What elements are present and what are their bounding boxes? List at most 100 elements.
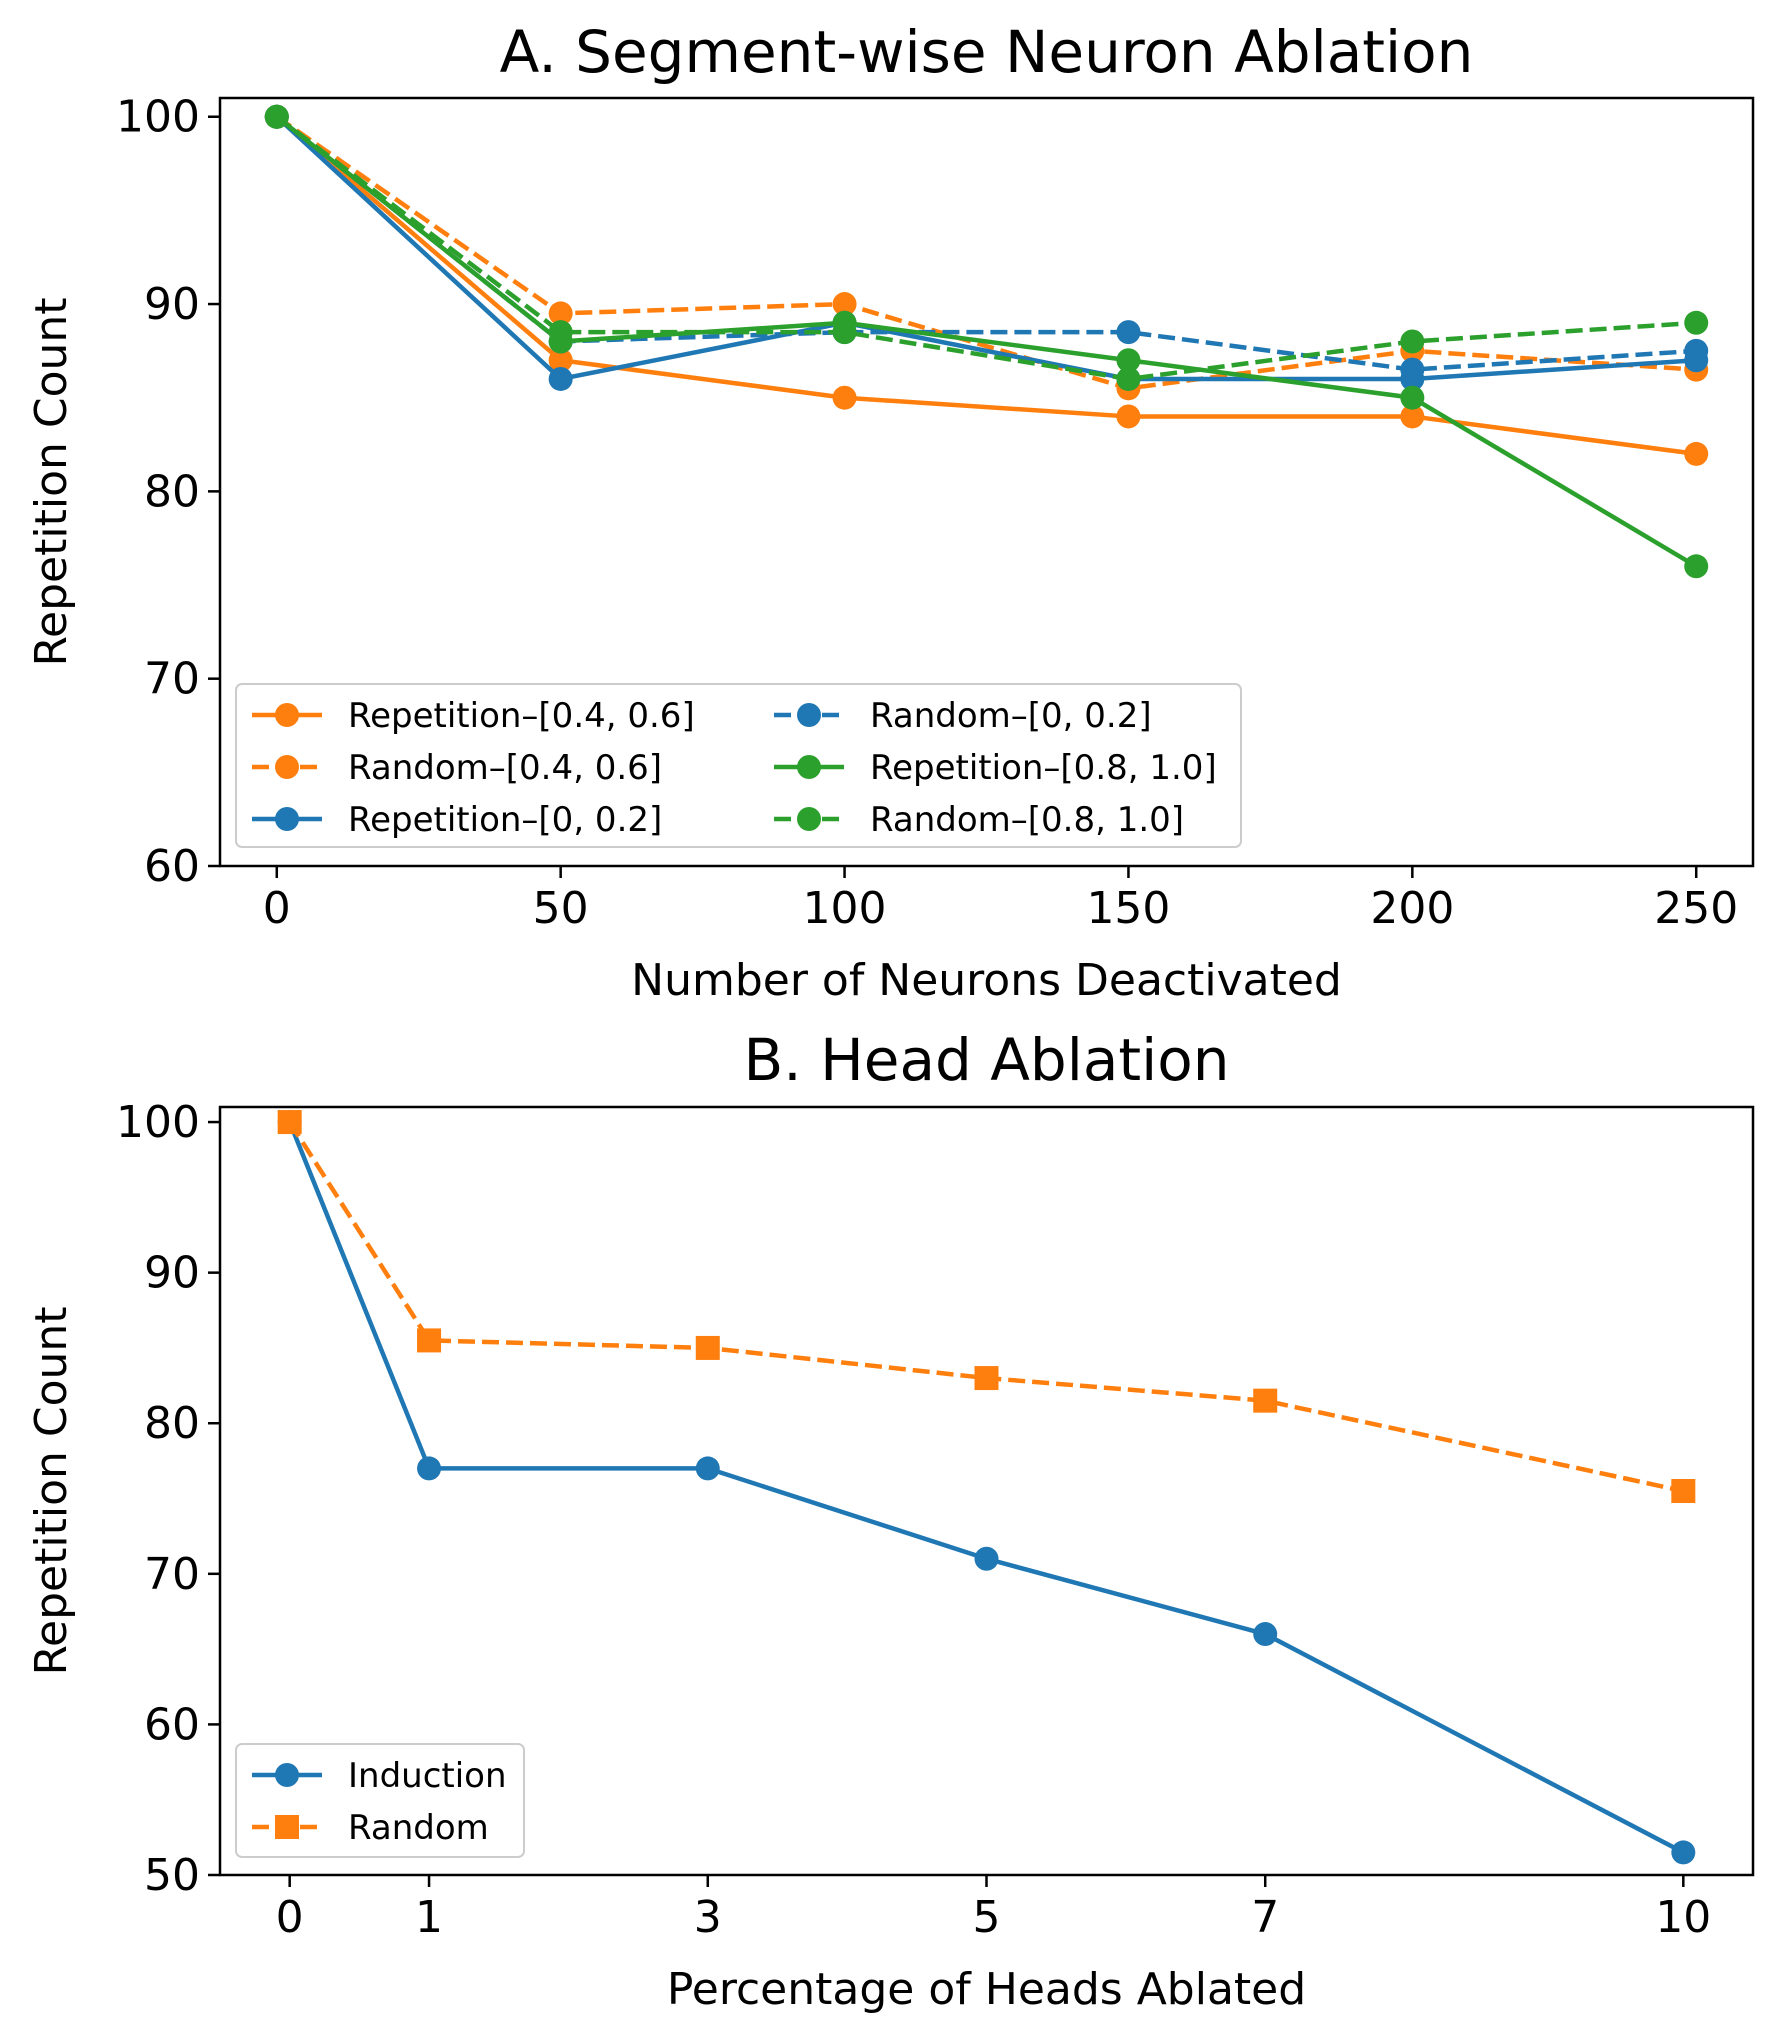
x-tick-label: 1 — [415, 1892, 443, 1943]
x-tick-label: 50 — [533, 883, 589, 934]
chart-panel-a: A. Segment-wise Neuron Ablation 0 50 100 150… — [26, 18, 1755, 1006]
data-point — [264, 104, 289, 129]
x-tick-label: 10 — [1655, 1892, 1711, 1943]
x-axis-label: Percentage of Heads Ablated — [667, 1964, 1306, 2015]
legend-label: Random–[0.4, 0.6] — [348, 748, 662, 788]
x-tick-label: 250 — [1654, 883, 1738, 934]
legend-item: Repetition–[0, 0.2] — [252, 800, 662, 840]
data-point — [1684, 338, 1709, 363]
data-point — [548, 320, 573, 345]
plot-frame — [218, 96, 1755, 868]
legend-marker — [275, 1815, 299, 1839]
data-point — [548, 348, 573, 373]
legend-box — [235, 683, 1242, 848]
legend-marker — [275, 1763, 299, 1787]
legend-marker — [275, 755, 299, 779]
plot-frame — [218, 1105, 1755, 1877]
series-line — [275, 114, 1697, 372]
data-point — [1116, 348, 1141, 373]
legend-item: Random — [252, 1808, 489, 1848]
y-tick-label: 100 — [116, 1097, 200, 1148]
y-tick-label: 100 — [116, 92, 200, 143]
data-point — [1400, 385, 1425, 410]
series-line — [275, 114, 1697, 391]
legend-marker — [275, 807, 299, 831]
legend-item: Random–[0, 0.2] — [774, 696, 1152, 736]
data-point — [1671, 1840, 1696, 1865]
y-tick-label: 80 — [144, 1398, 200, 1449]
data-point — [832, 320, 857, 345]
y-axis-label: Repetition Count — [26, 297, 77, 666]
legend-label: Random — [348, 1808, 489, 1848]
data-point — [1253, 1388, 1278, 1413]
chart-panel-b: B. Head Ablation 0 1 3 5 7 10 50 60 70 80 90 100 Perc… — [26, 1026, 1755, 2015]
y-tick-label: 60 — [144, 841, 200, 892]
data-point — [1400, 404, 1425, 429]
y-tick-label: 70 — [144, 1549, 200, 1600]
data-point — [1684, 554, 1709, 579]
legend-label: Repetition–[0.4, 0.6] — [348, 696, 695, 736]
x-tick-label: 3 — [694, 1892, 722, 1943]
legend-item: Random–[0.4, 0.6] — [252, 748, 662, 788]
chart-title: A. Segment-wise Neuron Ablation — [500, 18, 1474, 86]
series-line — [287, 1121, 1685, 1855]
x-tick-label: 0 — [263, 883, 291, 934]
series-line — [287, 1120, 1684, 1494]
data-point — [1671, 1479, 1696, 1503]
data-point — [1684, 441, 1709, 466]
data-point — [548, 366, 573, 391]
x-tick-label: 100 — [803, 883, 887, 934]
data-point — [1684, 310, 1709, 335]
data-point — [548, 301, 573, 326]
y-tick-label: 80 — [144, 466, 200, 517]
y-tick-label: 90 — [144, 279, 200, 330]
legend: Repetition–[0.4, 0.6] Random–[0.4, 0.6] Re… — [235, 683, 1242, 848]
data-point — [832, 292, 857, 317]
legend-label: Repetition–[0.8, 1.0] — [870, 748, 1217, 788]
legend-item: Repetition–[0.4, 0.6] — [252, 696, 695, 736]
legend-item: Random–[0.8, 1.0] — [774, 800, 1184, 840]
legend-marker — [797, 755, 821, 779]
series-5 — [264, 104, 1709, 391]
legend-label: Random–[0, 0.2] — [870, 696, 1152, 736]
x-axis-label: Number of Neurons Deactivated — [631, 955, 1342, 1006]
series-0 — [264, 104, 1709, 466]
data-point — [417, 1456, 442, 1481]
y-tick-label: 60 — [144, 1699, 200, 1750]
data-point — [974, 1366, 999, 1391]
series-line — [275, 115, 1697, 382]
chart-title: B. Head Ablation — [743, 1026, 1229, 1094]
legend-label: Repetition–[0, 0.2] — [348, 800, 662, 840]
legend-label: Induction — [348, 1756, 507, 1796]
data-point — [1253, 1622, 1278, 1647]
series-line — [275, 114, 1698, 569]
data-point — [974, 1546, 999, 1571]
legend-marker — [797, 807, 821, 831]
x-tick-label: 0 — [276, 1892, 304, 1943]
x-tick-label: 150 — [1086, 883, 1170, 934]
y-axis-label: Repetition Count — [26, 1306, 77, 1675]
x-tick-label: 5 — [973, 1892, 1001, 1943]
data-point — [417, 1328, 442, 1353]
x-tick-label: 7 — [1251, 1892, 1279, 1943]
series-4 — [264, 104, 1709, 579]
legend-marker — [275, 703, 299, 727]
legend-item: Induction — [252, 1756, 507, 1796]
legend-label: Random–[0.8, 1.0] — [870, 800, 1184, 840]
data-point — [695, 1456, 720, 1481]
y-tick-label: 70 — [144, 654, 200, 705]
data-point — [1116, 320, 1141, 345]
data-point — [832, 385, 857, 410]
x-tick-label: 200 — [1370, 883, 1454, 934]
data-point — [695, 1335, 720, 1360]
y-tick-label: 50 — [144, 1850, 200, 1901]
series-line — [275, 115, 1697, 457]
data-point — [1400, 329, 1425, 354]
data-point — [277, 1110, 302, 1135]
legend-item: Repetition–[0.8, 1.0] — [774, 748, 1217, 788]
series-line — [275, 114, 1697, 382]
data-point — [1116, 366, 1141, 391]
data-point — [1400, 357, 1425, 382]
legend-marker — [797, 703, 821, 727]
